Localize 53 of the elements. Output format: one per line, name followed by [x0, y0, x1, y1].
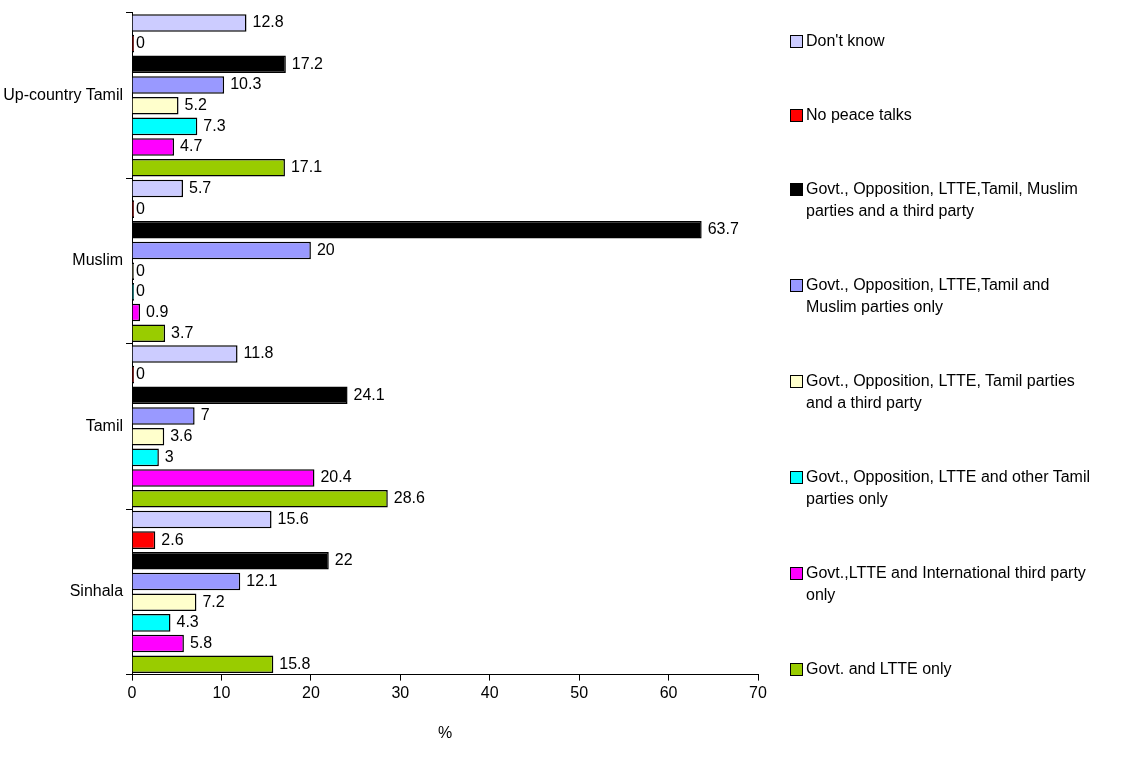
- data-label: 5.8: [189, 633, 213, 651]
- data-label: 3.7: [171, 323, 194, 341]
- y-tick-label: Sinhala: [69, 582, 124, 600]
- data-label: 10.3: [230, 75, 262, 93]
- x-tick-label: 0: [127, 683, 137, 701]
- data-label: 0: [136, 34, 146, 52]
- data-label: 15.8: [279, 654, 311, 672]
- data-label: 3: [164, 447, 174, 465]
- legend-label: Govt., Opposition, LTTE,Tamil, Muslim parties and a third party: [806, 179, 1079, 221]
- data-label: 20: [316, 240, 335, 258]
- data-label: 7: [200, 406, 210, 424]
- data-label: 24.1: [353, 385, 385, 403]
- x-tick-label: 60: [659, 683, 678, 701]
- data-label: 0: [136, 282, 146, 300]
- data-label: 17.1: [290, 158, 323, 176]
- data-label: 11.8: [243, 344, 274, 362]
- data-label: 12.8: [252, 13, 284, 31]
- legend-label: Govt. and LTTE only: [806, 659, 952, 679]
- data-label: 0: [136, 199, 146, 217]
- data-label: 63.7: [707, 220, 739, 238]
- x-tick-label: 30: [391, 683, 410, 701]
- data-label: 3.6: [170, 427, 193, 445]
- data-label: 0: [136, 261, 146, 279]
- data-label: 17.2: [291, 54, 324, 72]
- y-tick-label: Tamil: [85, 416, 124, 434]
- legend-label: Govt., Opposition, LTTE, Tamil parties and a third party: [806, 371, 1076, 413]
- data-label: 22: [334, 551, 353, 569]
- legend-label: No peace talks: [806, 105, 912, 125]
- x-axis-title: %: [437, 723, 453, 741]
- data-label: 4.3: [176, 613, 199, 631]
- legend-label: Don't know: [806, 31, 885, 51]
- legend-label: Govt.,LTTE and International third party only: [806, 563, 1087, 605]
- data-label: 4.7: [180, 137, 203, 155]
- y-tick-label: Up-country Tamil: [3, 85, 124, 103]
- x-tick-label: 50: [570, 683, 589, 701]
- y-tick-label: Muslim: [72, 251, 124, 269]
- data-label: 28.6: [393, 489, 426, 507]
- data-label: 12.1: [246, 571, 278, 589]
- legend-label: Govt., Opposition, LTTE,Tamil and Muslim parties only: [806, 275, 1051, 317]
- data-label: 2.6: [161, 530, 184, 548]
- x-tick-label: 40: [480, 683, 499, 701]
- data-label: 7.3: [203, 116, 226, 134]
- data-label: 0: [136, 365, 146, 383]
- x-tick-label: 70: [749, 683, 767, 701]
- legend-label: Govt., Opposition, LTTE and other Tamil parties only: [806, 467, 1091, 509]
- x-tick-label: 10: [212, 683, 231, 701]
- x-tick-label: 20: [301, 683, 320, 701]
- data-label: 7.2: [202, 592, 225, 610]
- data-label: 0.9: [146, 302, 169, 320]
- data-label: 5.7: [189, 178, 212, 196]
- data-label: 15.6: [277, 509, 309, 527]
- data-label: 5.2: [184, 96, 207, 114]
- data-label: 20.4: [320, 468, 352, 486]
